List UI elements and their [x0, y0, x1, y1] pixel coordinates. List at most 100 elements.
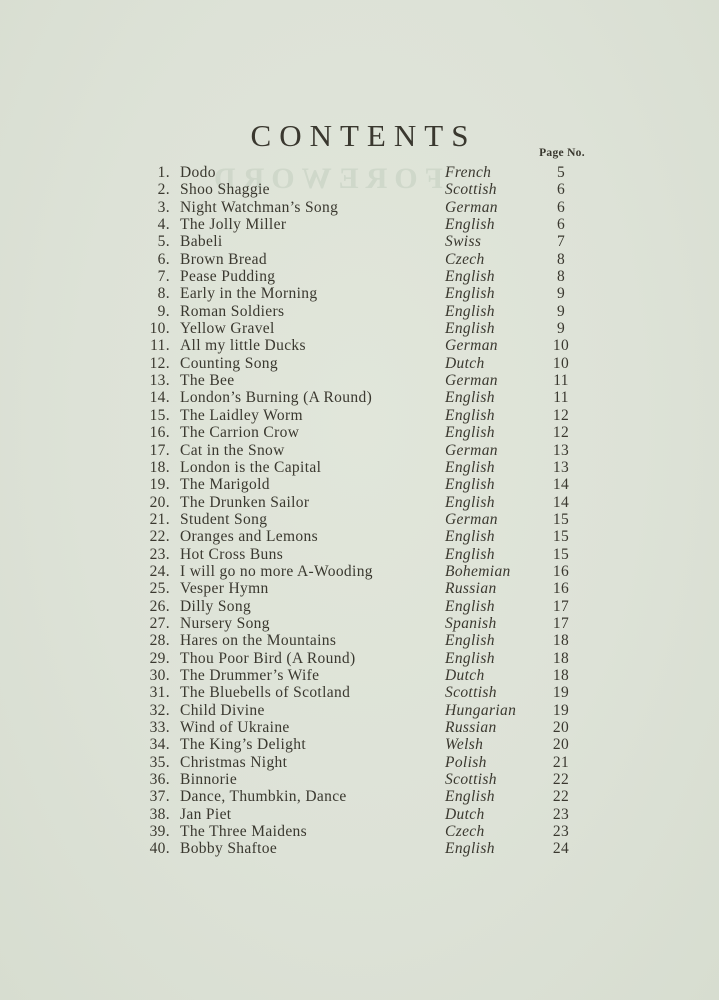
entry-number: 26. [149, 597, 170, 615]
contents-row: 9. Roman Soldiers English 9 [0, 303, 719, 320]
entry-number: 36. [149, 771, 170, 789]
contents-row: 18. London is the Capital English 13 [0, 459, 719, 476]
entry-title: Dance, Thumbkin, Dance [180, 788, 347, 806]
entry-page: 6 [556, 198, 566, 216]
entry-language: Czech [445, 250, 485, 268]
entry-page: 20 [552, 736, 570, 754]
entry-language: German [445, 337, 498, 355]
page-title: CONTENTS [250, 118, 477, 153]
entry-page: 18 [552, 649, 570, 667]
entry-language: Welsh [445, 736, 484, 754]
contents-row: 21. Student Song German 15 [0, 511, 719, 528]
contents-row: 22. Oranges and Lemons English 15 [0, 528, 719, 545]
entry-title: The Drummer’s Wife [180, 666, 320, 684]
entry-number: 5. [157, 233, 170, 251]
entry-page: 7 [556, 233, 566, 251]
entry-language: Bohemian [445, 562, 511, 580]
entry-title: The King’s Delight [180, 736, 306, 754]
entry-title: Dilly Song [180, 597, 252, 615]
entry-number: 40. [149, 840, 170, 858]
entry-page: 8 [556, 250, 566, 268]
entry-number: 13. [149, 372, 170, 390]
entry-title: Jan Piet [180, 805, 232, 823]
contents-row: 25. Vesper Hymn Russian 16 [0, 580, 719, 597]
entry-title: Brown Bread [180, 250, 267, 268]
contents-row: 13. The Bee German 11 [0, 372, 719, 389]
entry-language: Dutch [445, 805, 485, 823]
entry-page: 12 [552, 424, 570, 442]
contents-row: 31. The Bluebells of Scotland Scottish 1… [0, 684, 719, 701]
entry-number: 15. [149, 406, 170, 424]
entry-number: 14. [149, 389, 170, 407]
entry-page: 15 [552, 545, 570, 563]
entry-number: 2. [157, 181, 170, 199]
entry-number: 18. [149, 458, 170, 476]
contents-row: 10. Yellow Gravel English 9 [0, 320, 719, 337]
entry-page: 9 [556, 302, 566, 320]
entry-number: 4. [157, 216, 170, 234]
contents-row: 8. Early in the Morning English 9 [0, 285, 719, 302]
entry-number: 23. [149, 545, 170, 563]
contents-list: 1. Dodo French 5 2. Shoo Shaggie Scottis… [0, 164, 719, 858]
contents-row: 15. The Laidley Worm English 12 [0, 407, 719, 424]
entry-page: 12 [552, 406, 570, 424]
entry-language: English [445, 389, 495, 407]
entry-title: The Bluebells of Scotland [180, 684, 351, 702]
contents-row: 19. The Marigold English 14 [0, 476, 719, 493]
entry-title: London is the Capital [180, 458, 322, 476]
entry-page: 10 [552, 337, 570, 355]
entry-page: 13 [552, 441, 570, 459]
entry-title: The Carrion Crow [180, 424, 300, 442]
contents-row: 28. Hares on the Mountains English 18 [0, 632, 719, 649]
entry-language: Scottish [445, 181, 497, 199]
entry-language: Russian [445, 719, 497, 736]
entry-page: 19 [552, 701, 570, 719]
entry-title: The Three Maidens [180, 823, 308, 841]
entry-page: 9 [556, 285, 566, 303]
entry-number: 35. [149, 753, 170, 771]
entry-title: Early in the Morning [180, 285, 318, 303]
entry-language: English [445, 424, 495, 442]
entry-title: Vesper Hymn [180, 580, 269, 598]
entry-page: 22 [552, 788, 570, 806]
entry-page: 20 [552, 719, 570, 736]
contents-row: 24. I will go no more A-Wooding Bohemian… [0, 563, 719, 580]
contents-row: 26. Dilly Song English 17 [0, 598, 719, 615]
entry-title: Bobby Shaftoe [180, 840, 278, 858]
contents-row: 39. The Three Maidens Czech 23 [0, 823, 719, 840]
entry-number: 33. [149, 719, 170, 736]
contents-row: 12. Counting Song Dutch 10 [0, 355, 719, 372]
entry-number: 29. [149, 649, 170, 667]
entry-number: 31. [149, 684, 170, 702]
entry-language: English [445, 458, 495, 476]
entry-number: 12. [149, 354, 170, 372]
entry-language: English [445, 649, 495, 667]
entry-language: Polish [445, 753, 487, 771]
entry-page: 18 [552, 666, 570, 684]
entry-title: The Marigold [180, 476, 270, 494]
entry-page: 10 [552, 354, 570, 372]
entry-number: 16. [149, 424, 170, 442]
contents-row: 6. Brown Bread Czech 8 [0, 251, 719, 268]
entry-page: 15 [552, 528, 570, 546]
entry-number: 1. [157, 164, 170, 181]
entry-number: 32. [149, 701, 170, 719]
entry-language: Hungarian [445, 701, 517, 719]
entry-number: 24. [149, 562, 170, 580]
contents-row: 4. The Jolly Miller English 6 [0, 216, 719, 233]
entry-number: 17. [149, 441, 170, 459]
entry-page: 14 [552, 493, 570, 511]
contents-row: 23. Hot Cross Buns English 15 [0, 546, 719, 563]
entry-number: 21. [149, 510, 170, 528]
entry-language: English [445, 840, 495, 858]
entry-page: 16 [552, 580, 570, 598]
entry-page: 23 [552, 823, 570, 841]
contents-row: 17. Cat in the Snow German 13 [0, 442, 719, 459]
entry-language: English [445, 597, 495, 615]
entry-language: English [445, 406, 495, 424]
entry-language: Dutch [445, 666, 485, 684]
contents-row: 35. Christmas Night Polish 21 [0, 754, 719, 771]
entry-number: 19. [149, 476, 170, 494]
contents-row: 37. Dance, Thumbkin, Dance English 22 [0, 788, 719, 805]
